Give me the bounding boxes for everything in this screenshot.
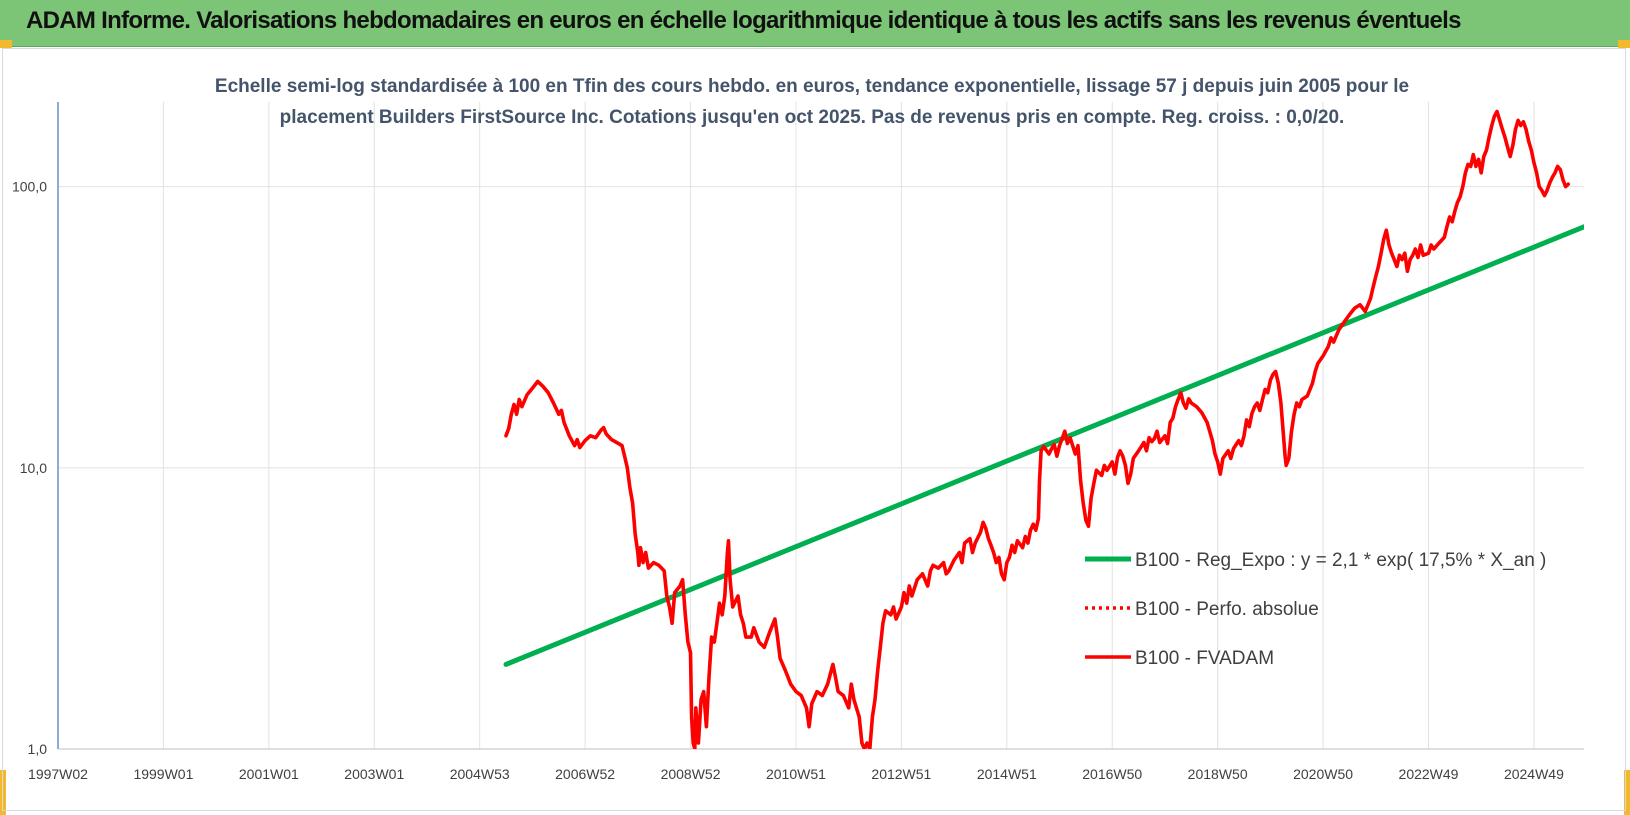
x-tick-label: 1999W01 — [133, 766, 193, 782]
axes: 1997W02 1999W01 2001W01 2003W01 2004W53 2006W… — [12, 102, 1584, 782]
x-tick-label: 2014W51 — [977, 766, 1037, 782]
corner-marker-top-left — [0, 40, 12, 48]
legend-label: B100 - Reg_Expo : y = 2,1 * exp( 17,5% *… — [1135, 550, 1546, 571]
legend-label: B100 - Perfo. absolue — [1135, 599, 1319, 620]
corner-marker-bottom-right — [1624, 770, 1630, 815]
grid-lines — [57, 102, 1584, 750]
x-tick-label: 2020W50 — [1293, 766, 1353, 782]
x-tick-label: 2003W01 — [344, 766, 404, 782]
x-tick-label: 2018W50 — [1188, 766, 1248, 782]
report-title: ADAM Informe. Valorisations hebdomadaire… — [26, 7, 1461, 34]
chart-frame — [2, 48, 1626, 811]
x-tick-label: 1997W02 — [28, 766, 88, 782]
series-lines — [503, 109, 1584, 749]
x-tick-label: 2012W51 — [871, 766, 931, 782]
x-tick-label: 2001W01 — [239, 766, 299, 782]
corner-marker-top-right — [1618, 40, 1630, 48]
y-tick-label: 100,0 — [12, 179, 47, 195]
x-tick-label: 2022W49 — [1399, 766, 1459, 782]
x-tick-label: 2010W51 — [766, 766, 826, 782]
y-tick-label: 1,0 — [28, 741, 48, 757]
x-tick-label: 2016W50 — [1082, 766, 1142, 782]
x-tick-label: 2006W52 — [555, 766, 615, 782]
x-tick-label: 2008W52 — [661, 766, 721, 782]
chart-title-line-1: Echelle semi-log standardisée à 100 en T… — [215, 76, 1409, 97]
legend: B100 - Reg_Expo : y = 2,1 * exp( 17,5% *… — [1085, 550, 1546, 669]
y-tick-label: 10,0 — [20, 460, 47, 476]
x-tick-label: 2004W53 — [450, 766, 510, 782]
corner-marker-bottom-left — [0, 770, 6, 815]
x-tick-label: 2024W49 — [1504, 766, 1564, 782]
chart-title-line-2: placement Builders FirstSource Inc. Cota… — [280, 107, 1345, 128]
legend-label: B100 - FVADAM — [1135, 648, 1274, 669]
series-line-fvadam — [504, 109, 1570, 749]
report-banner: ADAM Informe. Valorisations hebdomadaire… — [0, 0, 1630, 47]
